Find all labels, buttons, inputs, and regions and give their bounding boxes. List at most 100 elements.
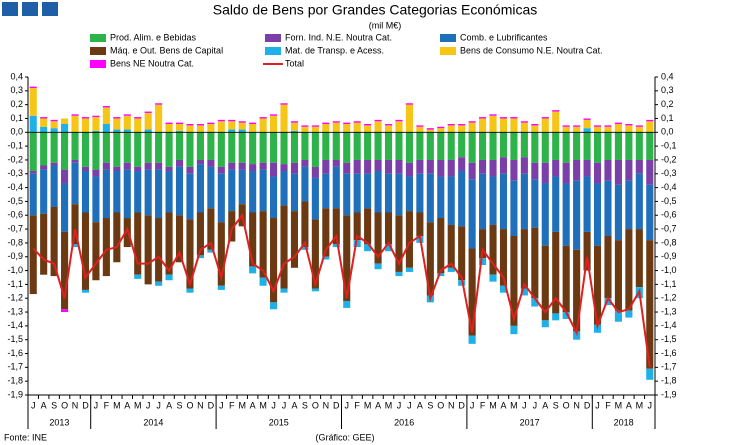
bar-segment: [155, 218, 163, 282]
bar-segment: [61, 231, 69, 310]
bar-segment: [134, 117, 142, 119]
bar-segment: [562, 162, 570, 184]
bar-segment: [144, 215, 152, 285]
bar-segment: [102, 124, 110, 133]
logo-square: [2, 2, 18, 16]
bar-segment: [625, 125, 633, 133]
bar-segment: [562, 245, 570, 313]
bar-segment: [625, 180, 633, 230]
bar-segment: [499, 285, 508, 293]
bar-segment: [510, 325, 518, 335]
bar-segment: [384, 244, 393, 252]
bar-segment: [290, 132, 299, 163]
bar-segment: [81, 166, 90, 172]
bar-segment: [322, 208, 330, 257]
y2-tick-label: -0,5: [661, 196, 677, 206]
bar-segment: [510, 180, 518, 236]
bar-segment: [102, 169, 110, 219]
bar-segment: [50, 206, 58, 277]
x-tick-label: S: [51, 400, 57, 410]
bar-segment: [186, 219, 194, 289]
bar-segment: [228, 162, 236, 170]
bar-segment: [405, 132, 413, 163]
bar-segment: [165, 166, 173, 172]
x-tick-label: D: [584, 400, 591, 410]
bar-segment: [238, 129, 246, 133]
bar-segment: [81, 132, 90, 167]
y-tick-label: -0,9: [7, 251, 23, 261]
bar-segment: [102, 107, 110, 125]
y2-tick-label: -1,7: [661, 362, 677, 372]
bar-segment: [458, 157, 466, 172]
bar-segment: [395, 159, 403, 174]
bar-segment: [280, 171, 288, 206]
bar-segment: [416, 132, 424, 160]
legend-label: Bens de Consumo N.E. Noutra Cat.: [460, 45, 603, 55]
x-tick-label: N: [197, 400, 204, 410]
bar-segment: [364, 159, 372, 174]
bar-segment: [437, 273, 445, 277]
y2-tick-label: -0,2: [661, 154, 677, 164]
bar-segment: [280, 103, 288, 105]
bar-segment: [614, 122, 622, 125]
bar-segment: [134, 166, 142, 172]
x-tick-label: A: [166, 400, 172, 410]
bar-segment: [311, 219, 319, 289]
bar-segment: [92, 169, 100, 177]
x-tick-label: M: [385, 400, 393, 410]
bar-segment: [134, 274, 142, 279]
bar-segment: [71, 162, 79, 205]
chart-subtitle: (mil M€): [369, 20, 402, 30]
bar-segment: [426, 128, 434, 130]
bar-segment: [499, 117, 508, 119]
bar-segment: [426, 173, 434, 223]
x-tick-label: F: [354, 400, 360, 410]
y-tick-label: -1,8: [7, 376, 23, 386]
bar-segment: [290, 162, 299, 174]
y2-tick-label: -1,5: [661, 334, 677, 344]
bar-segment: [489, 224, 497, 275]
bar-segment: [71, 244, 79, 248]
bar-segment: [552, 159, 560, 177]
bar-segment: [520, 157, 528, 174]
bar-segment: [479, 258, 487, 266]
bar-segment: [217, 132, 225, 167]
bar-segment: [437, 159, 445, 177]
bar-segment: [249, 122, 257, 125]
bar-segment: [249, 266, 257, 274]
y2-tick-label: -0,9: [661, 251, 677, 261]
bar-segment: [81, 117, 90, 119]
bar-segment: [40, 165, 48, 170]
bar-segment: [458, 171, 466, 227]
legend-swatch: [265, 34, 281, 42]
bar-segment: [374, 121, 382, 133]
bar-segment: [646, 184, 654, 241]
y2-tick-label: -1,0: [661, 265, 677, 275]
bar-segment: [343, 124, 351, 133]
bar-segment: [552, 231, 560, 314]
bar-segment: [238, 121, 246, 123]
bar-segment: [50, 132, 58, 163]
bar-segment: [573, 126, 581, 133]
x-tick-label: F: [104, 400, 110, 410]
bar-segment: [541, 162, 549, 184]
bar-segment: [259, 277, 267, 286]
bar-segment: [353, 240, 361, 248]
bar-segment: [520, 121, 528, 123]
bar-segment: [144, 162, 152, 170]
bar-segment: [217, 173, 225, 223]
x-tick-label: N: [323, 400, 330, 410]
bar-segment: [405, 103, 413, 105]
bar-segment: [646, 119, 654, 122]
bar-segment: [625, 310, 633, 318]
y-tick-label: -1,4: [7, 320, 23, 330]
bar-segment: [92, 115, 100, 118]
x-tick-label: S: [302, 400, 308, 410]
bar-segment: [61, 132, 69, 170]
bar-segment: [573, 331, 581, 340]
x-tick-label: O: [61, 400, 68, 410]
bar-segment: [541, 183, 549, 246]
bar-segment: [165, 124, 173, 133]
y2-tick-label: -0,6: [661, 210, 677, 220]
bar-segment: [468, 122, 476, 133]
